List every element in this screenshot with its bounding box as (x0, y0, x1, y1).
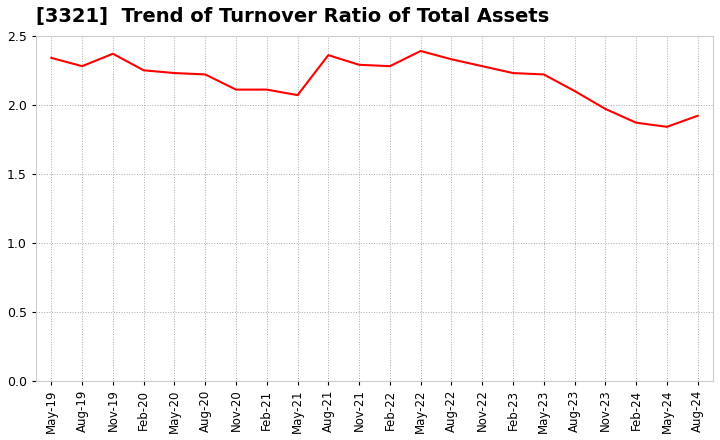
Text: [3321]  Trend of Turnover Ratio of Total Assets: [3321] Trend of Turnover Ratio of Total … (36, 7, 549, 26)
